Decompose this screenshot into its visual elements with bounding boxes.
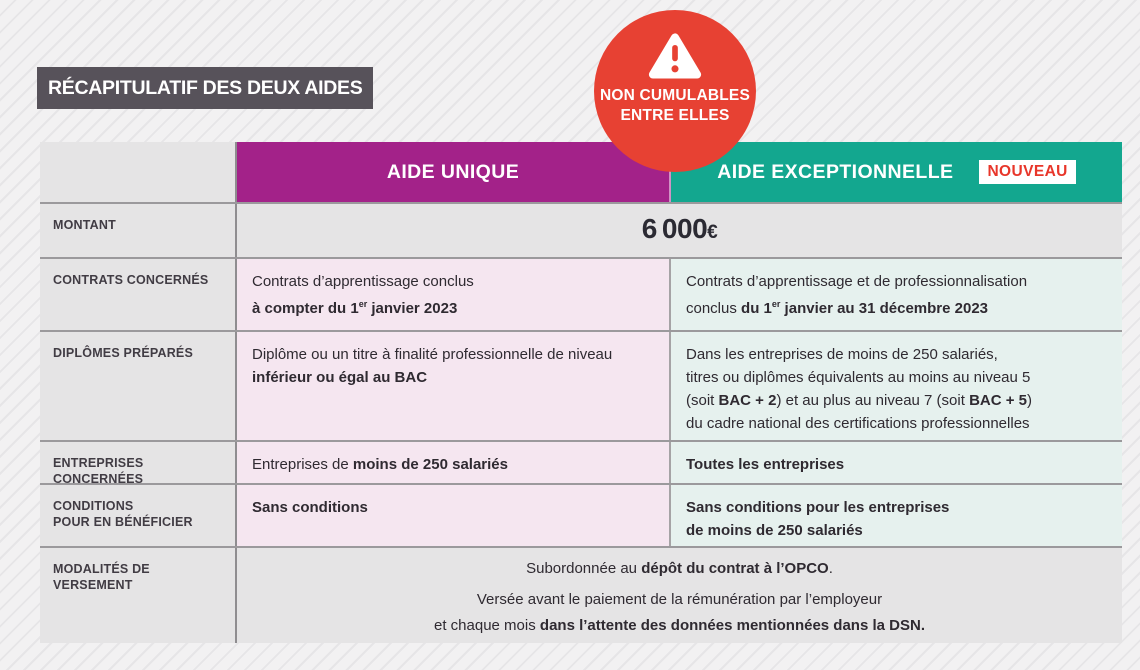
cell-text-line: (soit BAC + 2) et au plus au niveau 7 (s…	[686, 392, 1033, 409]
cell-text-line: Contrats d’apprentissage conclus	[252, 273, 474, 290]
cell-aide-unique-conditions: Sans conditions	[237, 485, 671, 546]
warning-badge-line1: NON CUMULABLES	[599, 87, 751, 104]
row-label-contrats: CONTRATS CONCERNÉS	[40, 259, 237, 330]
cell-aide-exceptionnelle-entreprises: Toutes les entreprises	[671, 442, 1122, 483]
column-header-aide-exceptionnelle: AIDE EXCEPTIONNELLE NOUVEAU	[671, 142, 1122, 202]
row-label-conditions: CONDITIONS POUR EN BÉNÉFICIER	[40, 485, 237, 546]
cell-text-line: Diplôme ou un titre à finalité professio…	[252, 346, 613, 363]
span-cell-montant: 6 000€	[237, 204, 1122, 257]
cell-text-line: titres ou diplômes équivalents au moins …	[686, 369, 1031, 386]
cell-text-line: Sans conditions	[252, 499, 368, 516]
table-row-diplomes: DIPLÔMES PRÉPARÉS Diplôme ou un titre à f…	[40, 330, 1122, 440]
non-cumulables-badge: NON CUMULABLES ENTRE ELLES	[594, 10, 756, 172]
row-label-diplomes: DIPLÔMES PRÉPARÉS	[40, 332, 237, 440]
cell-text-line: et chaque mois dans l’attente des donnée…	[434, 617, 925, 634]
cell-aide-unique-contrats: Contrats d’apprentissage conclus à compte…	[237, 259, 671, 330]
cell-text-line: Dans les entreprises de moins de 250 sal…	[686, 346, 998, 363]
warning-badge-line2: ENTRE ELLES	[620, 107, 730, 124]
row-label-modalites: MODALITÉS DE VERSEMENT	[40, 548, 237, 643]
table-row-conditions: CONDITIONS POUR EN BÉNÉFICIER Sans conditi…	[40, 483, 1122, 546]
cell-text-line: Toutes les entreprises	[686, 456, 845, 473]
column-header-aide-exceptionnelle-label: AIDE EXCEPTIONNELLE	[717, 160, 954, 183]
table-row-montant: MONTANT 6 000€	[40, 202, 1122, 257]
row-label-montant: MONTANT	[40, 204, 237, 257]
cell-text-line: 6 000€	[641, 213, 718, 244]
cell-text-line: conclus du 1er janvier au 31 décembre 20…	[686, 299, 989, 317]
table-row-modalites: MODALITÉS DE VERSEMENT Subordonnée au dép…	[40, 546, 1122, 643]
nouveau-badge: NOUVEAU	[979, 160, 1076, 184]
page-title: RÉCAPITULATIF DES DEUX AIDES	[37, 67, 374, 109]
cell-text-line: du cadre national des certifications pro…	[686, 415, 1030, 432]
column-header-aide-unique: AIDE UNIQUE	[237, 142, 671, 202]
cell-aide-exceptionnelle-contrats: Contrats d’apprentissage et de professio…	[671, 259, 1122, 330]
cell-text-line: Versée avant le paiement de la rémunérat…	[476, 591, 883, 608]
cell-text-line: à compter du 1er janvier 2023	[252, 299, 458, 317]
aides-comparison-table: AIDE UNIQUE AIDE EXCEPTIONNELLE NOUVEAU …	[40, 142, 1122, 643]
row-label-entreprises: ENTREPRISES CONCERNÉES	[40, 442, 237, 486]
cell-aide-unique-entreprises: Entreprises de moins de 250 salariés	[237, 442, 671, 483]
column-header-aide-unique-label: AIDE UNIQUE	[386, 160, 520, 183]
cell-text-line: de moins de 250 salariés	[686, 522, 863, 539]
span-cell-modalites: Subordonnée au dépôt du contrat à l’OPCO…	[237, 548, 1122, 643]
cell-text-line: Sans conditions pour les entreprises	[686, 499, 950, 516]
table-row-entreprises: ENTREPRISES CONCERNÉES Entreprises de moi…	[40, 440, 1122, 486]
table-row-contrats: CONTRATS CONCERNÉS Contrats d’apprentissa…	[40, 257, 1122, 330]
cell-aide-exceptionnelle-diplomes: Dans les entreprises de moins de 250 sal…	[671, 332, 1122, 440]
warning-triangle-icon	[648, 33, 702, 79]
cell-text-line: Entreprises de moins de 250 salariés	[252, 456, 508, 473]
cell-text-line: Subordonnée au dépôt du contrat à l’OPCO…	[526, 560, 833, 577]
header-spacer-cell	[40, 142, 237, 202]
cell-aide-unique-diplomes: Diplôme ou un titre à finalité professio…	[237, 332, 671, 440]
cell-text-line: inférieur ou égal au BAC	[252, 369, 428, 386]
table-header-row: AIDE UNIQUE AIDE EXCEPTIONNELLE NOUVEAU	[40, 142, 1122, 202]
cell-text-line: Contrats d’apprentissage et de professio…	[686, 273, 1028, 290]
cell-aide-exceptionnelle-conditions: Sans conditions pour les entreprises de m…	[671, 485, 1122, 546]
